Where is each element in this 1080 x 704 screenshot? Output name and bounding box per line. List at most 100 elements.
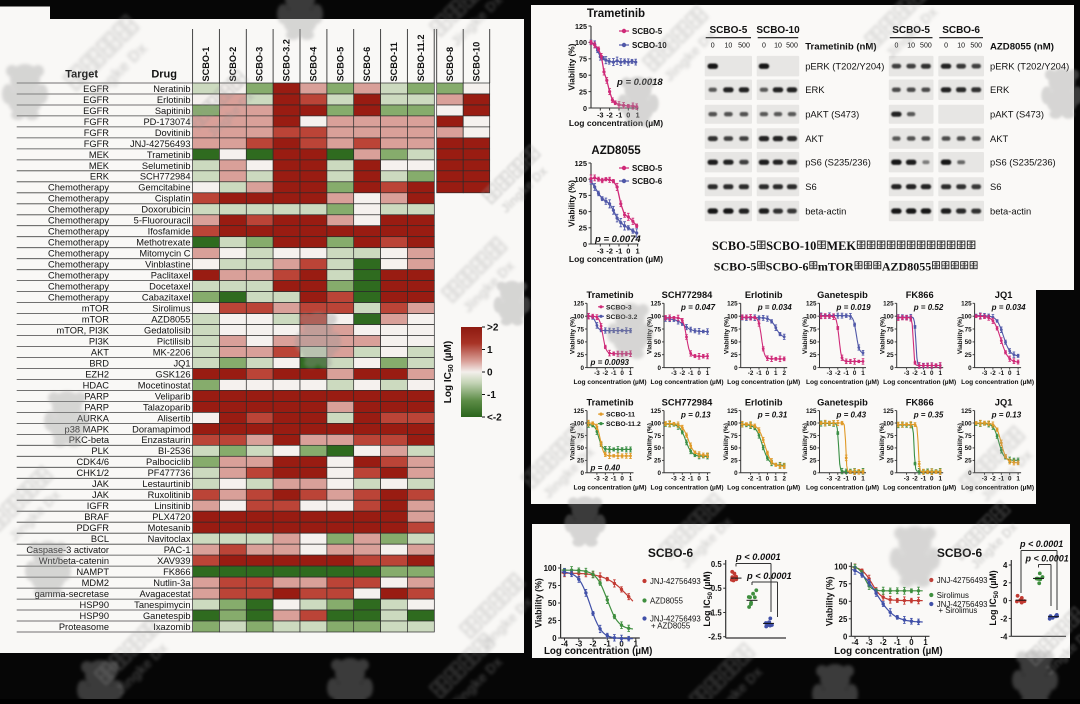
svg-text:p = 0.019: p = 0.019 (836, 303, 872, 312)
svg-text:Chemotherapy: Chemotherapy (48, 183, 109, 193)
svg-text:AKT: AKT (805, 133, 824, 144)
svg-text:PARP: PARP (84, 402, 109, 412)
svg-text:mTOR, PI3K: mTOR, PI3K (56, 325, 109, 335)
svg-text:pS6 (S235/236): pS6 (S235/236) (990, 157, 1056, 168)
svg-text:100: 100 (727, 314, 738, 321)
svg-text:50: 50 (548, 599, 557, 608)
svg-text:SCBO-11.2: SCBO-11.2 (416, 35, 426, 82)
svg-text:p < 0.0001: p < 0.0001 (1019, 539, 1063, 549)
svg-text:SCBO-2: SCBO-2 (228, 47, 238, 82)
svg-text:1: 1 (861, 370, 865, 377)
svg-text:CHK1/2: CHK1/2 (76, 468, 109, 478)
svg-text:Chemotherapy: Chemotherapy (48, 260, 109, 270)
svg-text:0: 0 (552, 634, 557, 643)
svg-text:-3: -3 (597, 247, 604, 256)
svg-text:0: 0 (734, 470, 738, 477)
svg-text:Erlotinib: Erlotinib (157, 95, 191, 105)
svg-text:-1: -1 (611, 475, 617, 482)
svg-text:NAMPT: NAMPT (76, 567, 109, 577)
svg-text:0: 0 (813, 365, 817, 372)
svg-text:75: 75 (577, 326, 585, 333)
svg-text:75: 75 (809, 326, 817, 333)
svg-text:AZD8055: AZD8055 (882, 259, 931, 273)
svg-text:p < 0.0001: p < 0.0001 (735, 552, 781, 562)
svg-text:1: 1 (706, 370, 710, 377)
svg-text:p = 0.52: p = 0.52 (913, 303, 944, 312)
svg-text:AZD8055: AZD8055 (591, 145, 641, 157)
svg-text:AZD8055 (nM): AZD8055 (nM) (990, 42, 1054, 53)
svg-text:0: 0 (697, 475, 701, 482)
svg-text:5-Fluorouracil: 5-Fluorouracil (134, 216, 191, 226)
svg-text:25: 25 (809, 458, 817, 465)
svg-text:25: 25 (654, 352, 662, 359)
svg-text:Trametinib: Trametinib (586, 290, 633, 300)
svg-text:-1: -1 (616, 247, 623, 256)
svg-text:50: 50 (839, 597, 848, 606)
svg-text:Viability (%): Viability (%) (570, 317, 577, 354)
svg-text:JNJ-42756493: JNJ-42756493 (937, 576, 988, 585)
svg-text:0: 0 (1008, 370, 1012, 377)
svg-text:Methotrexate: Methotrexate (136, 238, 190, 248)
svg-text:AKT: AKT (990, 133, 1009, 144)
svg-text:SCH772984: SCH772984 (662, 397, 713, 407)
svg-text:10: 10 (774, 43, 782, 50)
svg-text:4: 4 (1003, 561, 1008, 570)
svg-text:PAC-1: PAC-1 (164, 545, 191, 555)
svg-text:Ifosfamide: Ifosfamide (148, 227, 191, 237)
svg-text:Dovitinib: Dovitinib (155, 128, 191, 138)
svg-text:0: 0 (762, 43, 766, 50)
svg-text:75: 75 (965, 326, 973, 333)
svg-text:<-2: <-2 (487, 413, 502, 424)
svg-text:100: 100 (573, 314, 584, 321)
svg-text:-1: -1 (998, 475, 1004, 482)
svg-text:SCBO-10: SCBO-10 (471, 42, 481, 82)
svg-text:Log concentration (µM): Log concentration (µM) (883, 484, 956, 491)
svg-text:pAKT (S473): pAKT (S473) (805, 109, 859, 120)
svg-text:Chemotherapy: Chemotherapy (48, 227, 109, 237)
svg-text:JAK: JAK (92, 490, 110, 500)
svg-text:FK866: FK866 (906, 397, 934, 407)
svg-text:JNJ-42756493: JNJ-42756493 (650, 614, 701, 623)
svg-text:75: 75 (809, 433, 817, 440)
svg-text:-2: -2 (590, 640, 598, 649)
svg-text:100: 100 (961, 420, 972, 427)
svg-text:pS6 (S235/236): pS6 (S235/236) (805, 157, 871, 168)
svg-text:Log concentration (µM): Log concentration (µM) (573, 484, 646, 491)
svg-text:SCBO-10: SCBO-10 (756, 25, 800, 36)
svg-text:JQ1: JQ1 (995, 397, 1013, 407)
svg-text:0: 0 (853, 475, 857, 482)
svg-text:-3: -3 (982, 370, 988, 377)
svg-text:1: 1 (706, 475, 710, 482)
svg-text:BCL: BCL (91, 534, 109, 544)
svg-text:SCBO-8: SCBO-8 (445, 47, 455, 82)
svg-text:p = 0.034: p = 0.034 (757, 303, 793, 312)
svg-text:SCBO-6: SCBO-6 (648, 546, 694, 560)
svg-text:0: 0 (930, 475, 934, 482)
svg-text:Veliparib: Veliparib (155, 391, 191, 401)
svg-text:25: 25 (654, 458, 662, 465)
svg-text:Wnt/beta-catenin: Wnt/beta-catenin (39, 556, 109, 566)
svg-text:EZH2: EZH2 (85, 369, 109, 379)
svg-text:Viability (%): Viability (%) (567, 180, 577, 227)
svg-text:Log concentration (µM): Log concentration (µM) (544, 646, 653, 657)
svg-text:FGFR: FGFR (84, 139, 110, 149)
svg-text:10: 10 (725, 43, 733, 50)
svg-text:-2: -2 (748, 370, 754, 377)
svg-text:Motesanib: Motesanib (148, 523, 191, 533)
svg-text:Log concentration (µM): Log concentration (µM) (569, 254, 663, 264)
svg-text:500: 500 (970, 43, 982, 50)
svg-text:p < 0.0001: p < 0.0001 (1025, 554, 1069, 564)
svg-text:PF477736: PF477736 (148, 468, 191, 478)
svg-text:0: 0 (583, 240, 587, 249)
svg-text:Chemotherapy: Chemotherapy (48, 238, 109, 248)
svg-text:Viability (%): Viability (%) (957, 423, 964, 460)
svg-text:-2: -2 (606, 247, 613, 256)
svg-text:JNJ-42756493: JNJ-42756493 (937, 600, 988, 609)
svg-text:SCH772984: SCH772984 (662, 290, 713, 300)
svg-text:SCBO-11.2: SCBO-11.2 (606, 421, 641, 428)
svg-text:-2: -2 (990, 370, 996, 377)
svg-text:100: 100 (573, 420, 584, 427)
svg-text:25: 25 (839, 615, 848, 624)
svg-text:p = 0.40: p = 0.40 (590, 463, 621, 472)
svg-text:Gedatolisib: Gedatolisib (144, 325, 191, 335)
